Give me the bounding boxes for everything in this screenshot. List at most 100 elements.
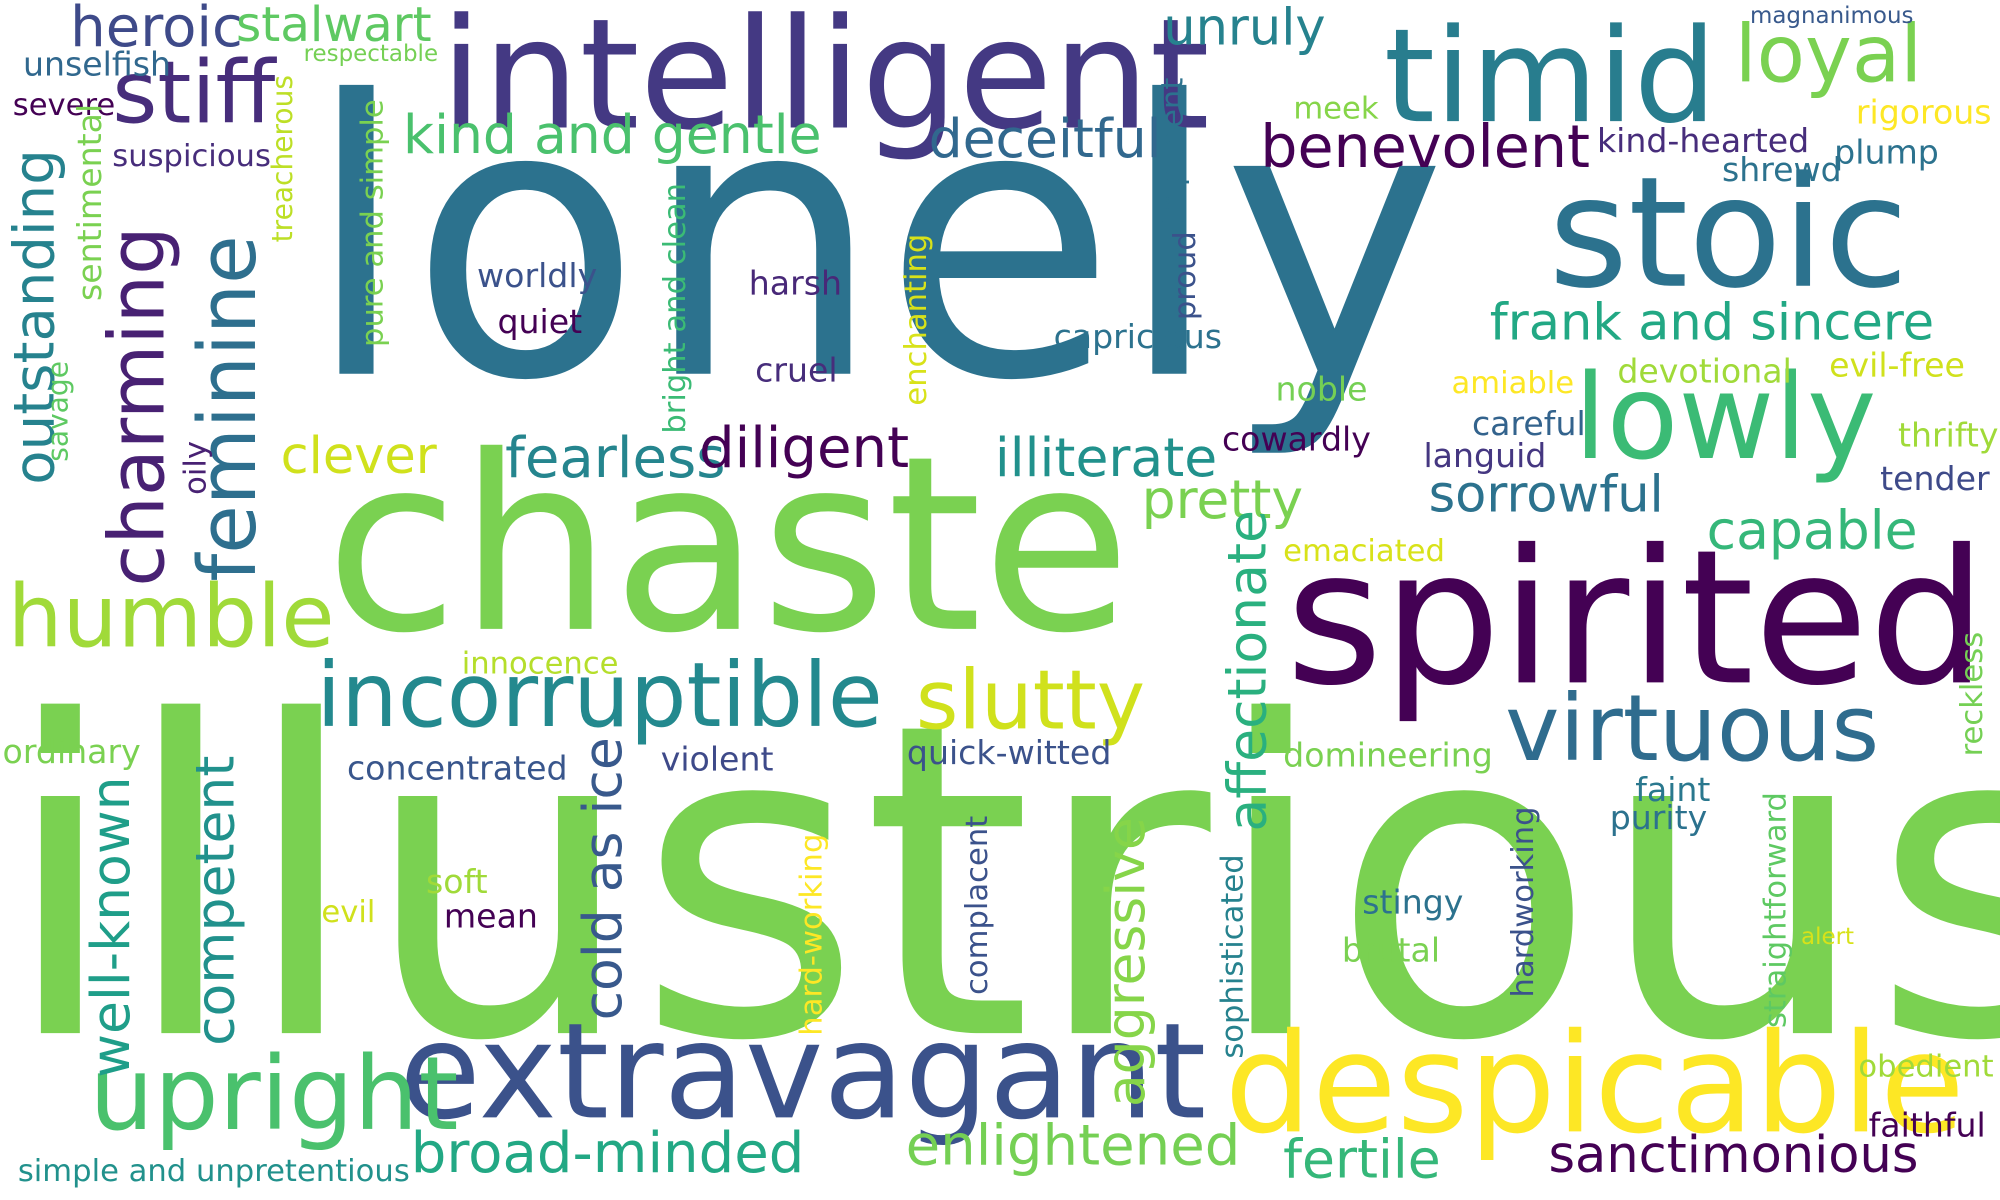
word-unselfish: unselfish	[22, 45, 172, 85]
word-shrewd: shrewd	[1721, 151, 1842, 191]
word-suspicious: suspicious	[112, 137, 271, 174]
word-careful: careful	[1471, 405, 1586, 444]
word-purity: purity	[1609, 799, 1708, 839]
word-capricious: capricious	[1053, 318, 1223, 358]
word-competent: competent	[183, 755, 247, 1046]
word-intelligent: intelligent	[440, 0, 1210, 165]
word-soft: soft	[426, 863, 488, 902]
word-pure-and-simple: pure and simple	[354, 99, 391, 347]
word-meek: meek	[1293, 90, 1379, 127]
word-feminine: feminine	[181, 235, 275, 582]
word-sentimental: sentimental	[71, 103, 110, 302]
word-languid: languid	[1423, 437, 1547, 476]
word-frank-and-sincere: frank and sincere	[1489, 293, 1935, 353]
word-affectionate: affectionate	[1215, 510, 1279, 832]
word-emaciated: emaciated	[1283, 533, 1445, 569]
word-diligent: diligent	[698, 415, 910, 481]
word-amiable: amiable	[1451, 364, 1575, 401]
word-simple-and-unpretentious: simple and unpretentious	[17, 1153, 410, 1189]
word-extravagant: extravagant	[399, 993, 1207, 1150]
word-capable: capable	[1706, 498, 1918, 562]
word-stingy: stingy	[1362, 883, 1464, 923]
word-kind-hearted: kind-hearted	[1596, 122, 1810, 161]
word-stiff: stiff	[112, 43, 276, 145]
word-pretty: pretty	[1141, 468, 1304, 531]
word-evil-free: evil-free	[1829, 346, 1965, 386]
word-faint: faint	[1635, 771, 1711, 810]
word-lonely: lonely	[303, 21, 1448, 465]
word-kind-and-gentle: kind and gentle	[403, 103, 822, 166]
word-heroic: heroic	[70, 0, 243, 60]
word-respectable: respectable	[303, 40, 439, 68]
word-hardworking: hardworking	[1505, 806, 1541, 998]
word-incorruptible: incorruptible	[316, 642, 883, 748]
word-quick-witted: quick-witted	[906, 734, 1112, 773]
word-loyal: loyal	[1734, 7, 1923, 101]
word-upright: upright	[89, 1034, 459, 1154]
word-oily: oily	[177, 441, 214, 495]
word-obedient: obedient	[1858, 1048, 1994, 1085]
word-hard-working: hard-working	[793, 833, 830, 1036]
word-straightforward: straightforward	[1757, 792, 1794, 1029]
word-rigorous: rigorous	[1855, 94, 1992, 133]
word-mean: mean	[443, 897, 538, 937]
word-clever: clever	[280, 427, 437, 486]
word-evil: evil	[321, 894, 376, 930]
word-enlightened: enlightened	[905, 1113, 1241, 1179]
word-illiterate: illiterate	[994, 426, 1218, 489]
word-stoic: stoic	[1548, 145, 1909, 323]
word-treacherous: treacherous	[267, 74, 300, 243]
word-faithful: faithful	[1868, 1107, 1986, 1146]
word-humble: humble	[7, 567, 335, 669]
word-despicable: despicable	[1224, 1005, 1965, 1165]
word-charming: charming	[93, 226, 183, 587]
word-fertile: fertile	[1283, 1127, 1441, 1191]
word-thrifty: thrifty	[1897, 417, 1999, 456]
word-reckless: reckless	[1954, 631, 1990, 757]
word-severe: severe	[12, 86, 116, 123]
word-domineering: domineering	[1283, 737, 1493, 776]
word-magnanimous: magnanimous	[1749, 2, 1914, 30]
word-alert: alert	[1801, 923, 1855, 951]
word-benevolent: benevolent	[1260, 112, 1591, 182]
word-sanctimonious: sanctimonious	[1548, 1126, 1919, 1185]
word-sophisticated: sophisticated	[1214, 854, 1250, 1059]
word-cruel: cruel	[755, 352, 838, 391]
word-plump: plump	[1834, 133, 1939, 173]
word-complacent: complacent	[959, 815, 995, 995]
word-cowardly: cowardly	[1221, 420, 1371, 460]
word-lowly: lowly	[1573, 349, 1877, 486]
word-chaste: chaste	[325, 404, 1131, 687]
word-stalwart: stalwart	[235, 0, 432, 53]
word-innocence: innocence	[461, 645, 619, 682]
word-spirited: spirited	[1285, 510, 1987, 728]
word-fearless: fearless	[505, 426, 726, 492]
word-concentrated: concentrated	[346, 749, 568, 789]
word-bright-and-clean: bright and clean	[656, 182, 693, 434]
word-aggressive: aggressive	[1094, 817, 1157, 1108]
word-savage: savage	[43, 361, 76, 462]
word-deceitful: deceitful	[928, 107, 1162, 170]
word-proud: proud	[1167, 231, 1203, 321]
word-sorrowful: sorrowful	[1428, 465, 1664, 525]
word-unruly: unruly	[1163, 0, 1326, 58]
word-slutty: slutty	[915, 654, 1146, 749]
word-harsh: harsh	[748, 265, 842, 304]
word-tender: tender	[1880, 460, 1990, 499]
word-impudent: impudent	[1154, 77, 1191, 225]
word-cold-as-ice: cold as ice	[571, 737, 634, 1021]
word-timid: timid	[1383, 1, 1717, 154]
word-quiet: quiet	[497, 303, 583, 342]
word-well-known: well-known	[79, 776, 142, 1078]
word-ordinary: ordinary	[2, 733, 141, 772]
word-illustrious: illustrious	[0, 631, 2000, 1137]
word-noble: noble	[1275, 371, 1368, 410]
word-devotional: devotional	[1617, 353, 1792, 392]
word-virtuous: virtuous	[1505, 674, 1880, 782]
word-brutal: brutal	[1341, 932, 1441, 971]
word-worldly: worldly	[477, 257, 598, 296]
word-broad-minded: broad-minded	[410, 1121, 805, 1187]
word-enchanting: enchanting	[897, 233, 934, 406]
word-violent: violent	[660, 741, 774, 780]
